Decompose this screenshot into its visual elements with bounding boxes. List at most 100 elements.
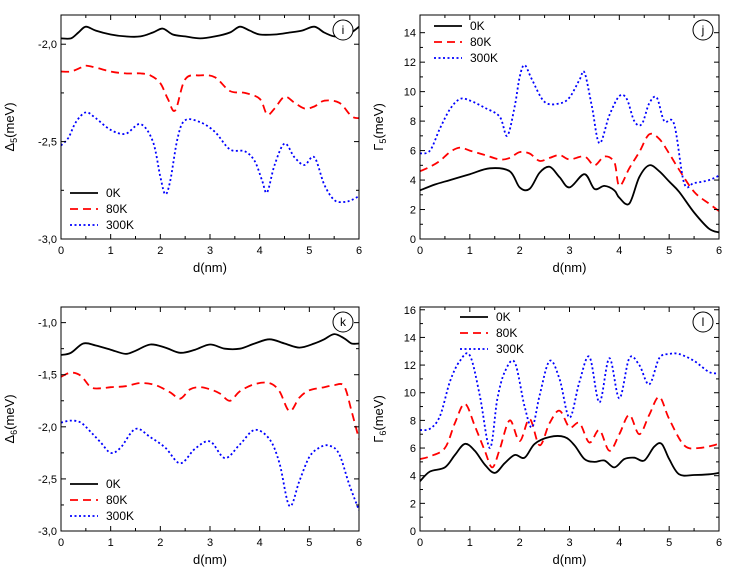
legend-label-80k: 80K (106, 202, 127, 216)
y-axis-label-subscript: 6 (378, 431, 388, 436)
y-tick-label: 0 (410, 526, 416, 538)
y-tick-label: 6 (410, 443, 416, 455)
y-axis-label-symbol: Γ (371, 436, 386, 443)
panel-label-circle (332, 19, 354, 41)
y-tick-label: 12 (404, 360, 416, 372)
y-tick-label: 0 (410, 234, 416, 246)
chart-panel-l: 0 1 2 3 4 5 60246810121416d(nm)Γ6(meV)l0K80K30… (371, 305, 722, 567)
y-tick-label: 8 (410, 415, 416, 427)
y-axis-label-subscript: 6 (9, 430, 19, 435)
x-axis-label: d(nm) (553, 552, 587, 567)
y-axis-label: Γ6(meV) (371, 395, 388, 443)
legend-label-80k: 80K (470, 35, 491, 49)
legend-label-0k: 0K (106, 477, 121, 491)
x-axis-label: d(nm) (553, 260, 587, 275)
y-tick-label: 2 (410, 498, 416, 510)
legend-label-80k: 80K (106, 493, 127, 507)
panel-label-circle (692, 19, 714, 41)
x-axis-label: d(nm) (193, 260, 227, 275)
x-tick-label: 4 (257, 245, 263, 257)
y-tick-label: -2,0 (38, 39, 57, 51)
series-line-300k (61, 111, 359, 204)
series-line-300k (61, 419, 359, 511)
x-tick-label: 1 (108, 537, 114, 549)
series-line-80k (61, 371, 359, 440)
legend-label-300k: 300K (106, 218, 134, 232)
x-tick-label: 3 (207, 245, 213, 257)
x-tick-label: 4 (257, 537, 263, 549)
y-axis-label-symbol: Δ (2, 435, 17, 444)
y-tick-label: 2 (410, 205, 416, 217)
y-tick-label: 10 (404, 388, 416, 400)
y-tick-label: -3,0 (38, 234, 57, 246)
series-line-80k (420, 132, 719, 212)
legend-label-0k: 0K (106, 186, 121, 200)
legend-label-300k: 300K (106, 509, 134, 523)
y-tick-label: 12 (404, 57, 416, 69)
x-tick-label: 1 (467, 537, 473, 549)
panel-label-circle (692, 311, 714, 333)
x-tick-label: 2 (517, 537, 523, 549)
y-tick-label: -2,5 (38, 137, 57, 149)
x-tick-label: 6 (356, 537, 362, 549)
y-tick-label: 4 (410, 175, 416, 187)
series-line-300k (420, 352, 719, 449)
y-axis-label-subscript: 5 (378, 139, 388, 144)
x-axis-label: d(nm) (193, 552, 227, 567)
x-tick-label: 6 (356, 245, 362, 257)
panel-label: i (342, 23, 345, 37)
series-line-300k (420, 64, 719, 189)
x-tick-label: 5 (306, 537, 312, 549)
x-tick-label: 6 (716, 245, 722, 257)
x-tick-label: 5 (666, 245, 672, 257)
legend-label-0k: 0K (496, 310, 511, 324)
x-tick-label: 2 (157, 245, 163, 257)
x-tick-label: 6 (716, 537, 722, 549)
x-tick-label: 2 (157, 537, 163, 549)
y-tick-label: 14 (404, 28, 416, 40)
y-tick-label: -2,0 (38, 422, 57, 434)
y-axis-label: Δ5(meV) (2, 102, 19, 151)
x-tick-label: 1 (108, 245, 114, 257)
y-tick-label: -1,0 (38, 318, 57, 330)
y-axis-label-symbol: Γ (371, 144, 386, 151)
panel-label: k (340, 315, 347, 329)
x-tick-label: 3 (566, 245, 572, 257)
chart-panel-i: 0 1 2 3 4 5 6 -3,0 -2,5 -2,0 d(nm) Δ5(meV) i 0K 80K 300… (2, 14, 362, 275)
chart-panel-k: 0 1 2 3 4 5 6-3,0-2,5-2,0-1,5-1,0d(nm)Δ6(meV)k… (2, 306, 362, 567)
x-tick-label: 0 (417, 537, 423, 549)
x-tick-label: 0 (58, 245, 64, 257)
panel-label: l (702, 315, 705, 329)
legend-label-300k: 300K (470, 51, 498, 65)
plot-frame (419, 306, 720, 532)
y-axis-label-unit: (meV) (2, 394, 17, 429)
y-axis-label-subscript: 5 (9, 138, 19, 143)
y-tick-label: 10 (404, 87, 416, 99)
series-line-80k (420, 396, 719, 469)
y-axis-label-unit: (meV) (371, 395, 386, 430)
y-tick-label: -1,5 (38, 370, 57, 382)
y-tick-label: -3,0 (38, 526, 57, 538)
x-tick-label: 4 (616, 537, 622, 549)
legend-label-0k: 0K (470, 19, 485, 33)
x-tick-label: 5 (666, 537, 672, 549)
x-tick-label: 0 (58, 537, 64, 549)
series-line-0k (420, 164, 719, 234)
series-line-0k (61, 333, 359, 356)
y-tick-label: 14 (404, 332, 416, 344)
y-tick-label: 8 (410, 116, 416, 128)
series-line-0k (420, 435, 719, 482)
legend-label-80k: 80K (496, 326, 517, 340)
x-tick-label: 3 (207, 537, 213, 549)
x-tick-label: 4 (616, 245, 622, 257)
y-axis-label-symbol: Δ (2, 143, 17, 152)
x-tick-label: 3 (566, 537, 572, 549)
y-tick-label: 4 (410, 471, 416, 483)
legend-label-300k: 300K (496, 342, 524, 356)
y-axis-label-unit: (meV) (371, 103, 386, 138)
x-tick-label: 5 (306, 245, 312, 257)
y-tick-label: 6 (410, 146, 416, 158)
x-tick-label: 1 (467, 245, 473, 257)
